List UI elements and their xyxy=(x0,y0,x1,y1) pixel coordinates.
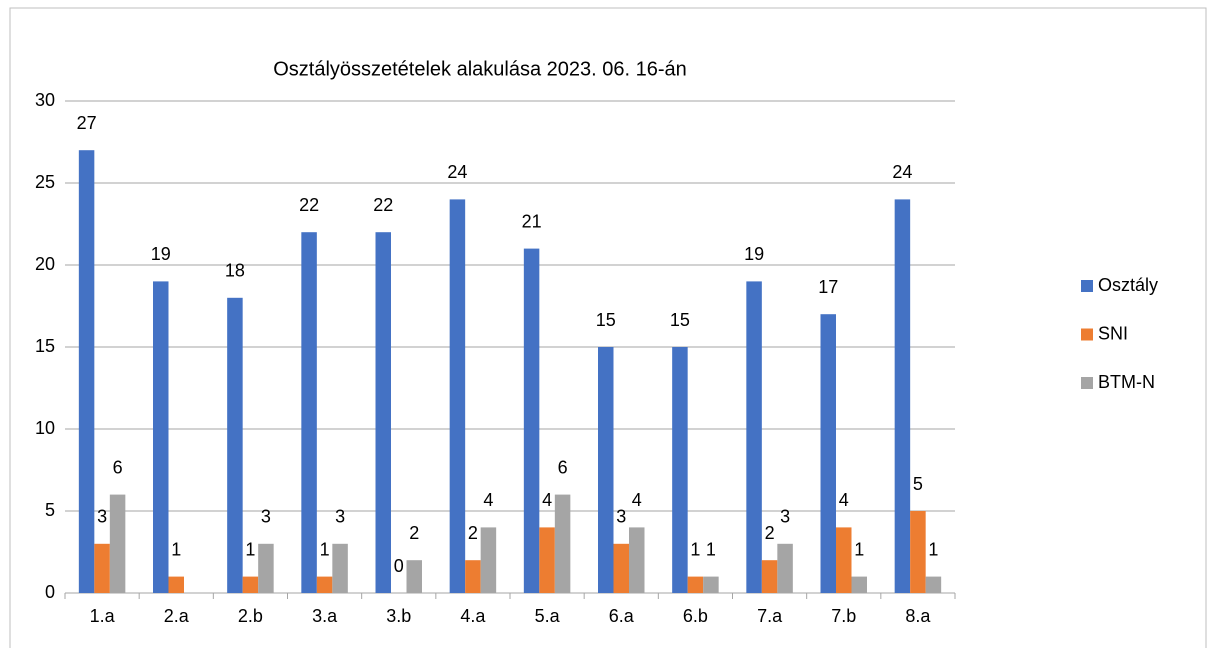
data-label: 15 xyxy=(670,310,690,330)
bar xyxy=(465,560,481,593)
data-label: 15 xyxy=(596,310,616,330)
legend-label: BTM-N xyxy=(1098,372,1155,392)
bar xyxy=(94,543,110,593)
legend-swatch xyxy=(1081,377,1093,389)
data-label: 4 xyxy=(839,490,849,510)
x-tick-label: 1.a xyxy=(90,606,116,626)
data-label: 19 xyxy=(744,244,764,264)
x-tick-label: 3.a xyxy=(312,606,338,626)
bar xyxy=(523,248,540,593)
bar xyxy=(761,560,778,593)
data-label: 3 xyxy=(335,507,345,527)
data-label: 2 xyxy=(765,523,775,543)
bar xyxy=(301,232,317,593)
y-tick-label: 25 xyxy=(35,172,55,192)
data-label: 3 xyxy=(97,507,107,527)
bar xyxy=(851,576,867,593)
data-label: 1 xyxy=(320,539,330,559)
bar xyxy=(258,543,274,593)
data-label: 1 xyxy=(690,539,700,559)
bar xyxy=(153,281,169,593)
x-tick-label: 7.a xyxy=(757,606,783,626)
data-label: 18 xyxy=(225,261,245,281)
x-tick-label: 7.b xyxy=(831,606,856,626)
x-tick-label: 6.b xyxy=(683,606,708,626)
chart-border xyxy=(9,7,1207,648)
data-label: 1 xyxy=(706,539,716,559)
data-label: 3 xyxy=(780,507,790,527)
bar xyxy=(910,511,926,593)
data-label: 2 xyxy=(409,523,419,543)
bar xyxy=(629,527,645,593)
bar xyxy=(227,297,243,593)
x-tick-label: 2.a xyxy=(164,606,190,626)
bar xyxy=(78,150,95,593)
bar xyxy=(894,199,911,593)
data-label: 27 xyxy=(77,113,97,133)
bar xyxy=(375,232,391,593)
bar xyxy=(554,494,571,593)
data-label: 17 xyxy=(818,277,838,297)
data-label: 2 xyxy=(468,523,478,543)
bar xyxy=(672,347,688,593)
data-label: 6 xyxy=(113,457,123,477)
data-label: 24 xyxy=(447,162,467,182)
y-tick-label: 15 xyxy=(35,336,55,356)
data-label: 6 xyxy=(558,457,568,477)
y-tick-label: 0 xyxy=(45,582,55,602)
bar xyxy=(109,494,126,593)
data-label: 0 xyxy=(394,556,404,576)
legend-swatch xyxy=(1081,280,1093,292)
y-tick-label: 20 xyxy=(35,254,55,274)
x-tick-label: 3.b xyxy=(386,606,411,626)
x-tick-label: 2.b xyxy=(238,606,263,626)
data-label: 1 xyxy=(245,539,255,559)
data-label: 4 xyxy=(542,490,552,510)
bar xyxy=(316,576,333,593)
data-label: 24 xyxy=(892,162,912,182)
data-label: 4 xyxy=(483,490,493,510)
bar xyxy=(613,543,629,593)
bar xyxy=(598,347,614,593)
bar xyxy=(242,576,259,593)
data-label: 4 xyxy=(632,490,642,510)
data-label: 19 xyxy=(151,244,171,264)
y-tick-label: 30 xyxy=(35,90,55,110)
data-label: 3 xyxy=(261,507,271,527)
data-label: 1 xyxy=(854,539,864,559)
bar xyxy=(836,527,852,593)
data-label: 22 xyxy=(299,195,319,215)
legend-swatch xyxy=(1081,328,1093,341)
x-tick-label: 4.a xyxy=(460,606,486,626)
bar xyxy=(703,576,719,593)
legend-label: SNI xyxy=(1098,323,1128,343)
bar xyxy=(925,576,942,593)
y-tick-label: 5 xyxy=(45,500,55,520)
y-tick-label: 10 xyxy=(35,418,55,438)
bar xyxy=(406,560,422,593)
data-label: 22 xyxy=(373,195,393,215)
x-tick-label: 6.a xyxy=(609,606,635,626)
chart-title: Osztályösszetételek alakulása 2023. 06. … xyxy=(273,58,687,80)
data-label: 5 xyxy=(913,474,923,494)
bar xyxy=(820,314,836,593)
data-label: 21 xyxy=(522,211,542,231)
bar xyxy=(539,527,555,593)
data-label: 1 xyxy=(928,539,938,559)
x-tick-label: 8.a xyxy=(905,606,931,626)
data-label: 1 xyxy=(171,539,181,559)
bar xyxy=(480,527,497,593)
bar xyxy=(777,543,793,593)
legend-label: Osztály xyxy=(1098,275,1158,295)
bar xyxy=(332,543,348,593)
bar xyxy=(746,281,762,593)
data-label: 3 xyxy=(616,507,626,527)
x-tick-label: 5.a xyxy=(535,606,561,626)
bar xyxy=(168,576,184,593)
bar xyxy=(687,576,704,593)
bar xyxy=(449,199,466,593)
